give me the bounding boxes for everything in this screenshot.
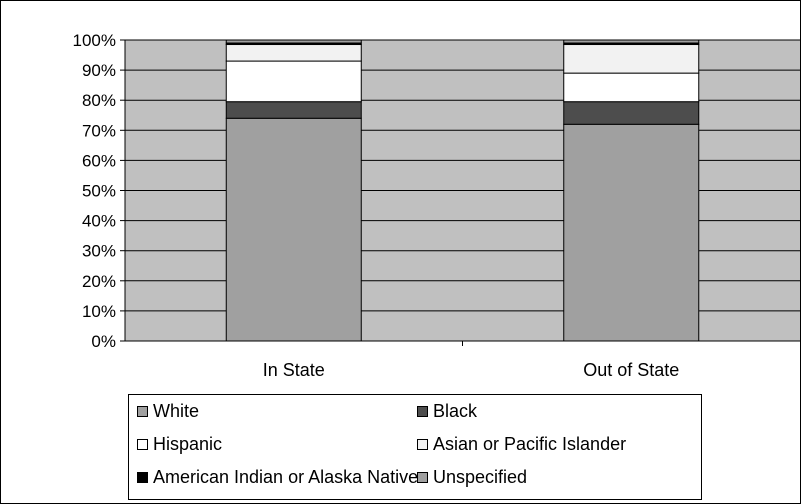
bar-segment-white bbox=[225, 117, 362, 342]
bar-segment-unspecified bbox=[563, 39, 700, 44]
bar-segment-hispanic bbox=[563, 72, 700, 103]
legend-swatch bbox=[137, 472, 148, 483]
legend-item: Unspecified bbox=[417, 467, 527, 488]
y-tick-label: 70% bbox=[82, 121, 116, 140]
legend-label: Black bbox=[433, 401, 478, 421]
x-category-label: In State bbox=[263, 360, 325, 380]
x-category-label: Out of State bbox=[583, 360, 679, 380]
y-tick-label: 80% bbox=[82, 91, 116, 110]
y-tick-label: 60% bbox=[82, 151, 116, 170]
legend-label: White bbox=[153, 401, 200, 421]
legend-swatch bbox=[417, 406, 428, 417]
bar-segment-black bbox=[563, 101, 700, 125]
legend-label: Hispanic bbox=[153, 434, 223, 454]
bar-segment-black bbox=[225, 101, 362, 119]
legend: White Black Hispanic Asian or Pacific Islan… bbox=[128, 394, 702, 500]
y-tick-label: 50% bbox=[82, 182, 116, 201]
y-tick-label: 0% bbox=[91, 332, 116, 351]
legend-label: Asian or Pacific Islander bbox=[433, 434, 627, 454]
legend-item: Asian or Pacific Islander bbox=[417, 434, 626, 455]
legend-swatch bbox=[137, 439, 148, 450]
y-tick-label: 20% bbox=[82, 272, 116, 291]
bar-segment-asian-or-pacific-islander bbox=[563, 44, 700, 74]
bar-segment-hispanic bbox=[225, 60, 362, 103]
bar-segment-unspecified bbox=[225, 39, 362, 44]
bar-segment-white bbox=[563, 123, 700, 342]
y-tick-label: 100% bbox=[73, 31, 116, 50]
y-tick-label: 90% bbox=[82, 61, 116, 80]
legend-swatch bbox=[417, 472, 428, 483]
legend-label: American Indian or Alaska Native bbox=[153, 467, 419, 487]
legend-item: Black bbox=[417, 401, 477, 422]
y-tick-label: 30% bbox=[82, 242, 116, 261]
y-tick-label: 40% bbox=[82, 212, 116, 231]
bar-segment-asian-or-pacific-islander bbox=[225, 44, 362, 62]
legend-item: White bbox=[137, 401, 199, 422]
legend-swatch bbox=[137, 406, 148, 417]
legend-item: Hispanic bbox=[137, 434, 222, 455]
y-tick-label: 10% bbox=[82, 302, 116, 321]
legend-swatch bbox=[417, 439, 428, 450]
legend-label: Unspecified bbox=[433, 467, 528, 487]
legend-item: American Indian or Alaska Native bbox=[137, 467, 418, 488]
